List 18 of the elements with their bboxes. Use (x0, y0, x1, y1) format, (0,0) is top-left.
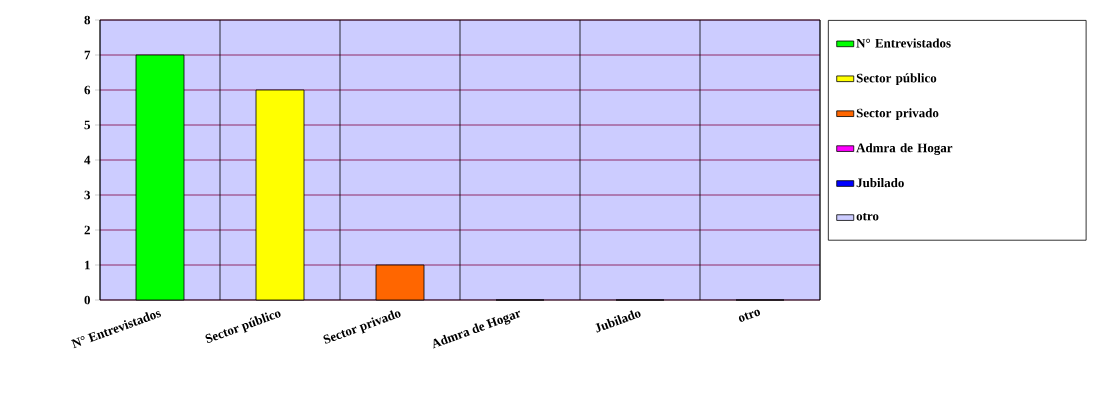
legend-label: Jubilado (856, 178, 904, 188)
x-tick-label: Sector público (205, 311, 281, 343)
x-tick-label: otro (738, 309, 761, 322)
legend-label: N° Entrevistados (856, 38, 951, 48)
y-tick-label: 2 (84, 225, 90, 235)
y-tick-label: 4 (84, 155, 91, 165)
legend-label: Admra de Hogar (856, 143, 953, 155)
legend-label: otro (856, 212, 879, 221)
y-tick-label: 0 (84, 295, 90, 305)
y-tick-label: 3 (84, 190, 91, 200)
y-tick-label: 7 (84, 50, 91, 60)
y-tick-label: 8 (84, 15, 91, 25)
y-tick-label: 1 (85, 260, 90, 270)
y-tick-label: 6 (84, 85, 91, 95)
y-tick-label: 5 (84, 120, 91, 130)
legend-label: Sector público (856, 73, 937, 86)
x-tick-label: Admra de Hogar (433, 310, 521, 349)
legend-label: Sector privado (856, 108, 939, 120)
